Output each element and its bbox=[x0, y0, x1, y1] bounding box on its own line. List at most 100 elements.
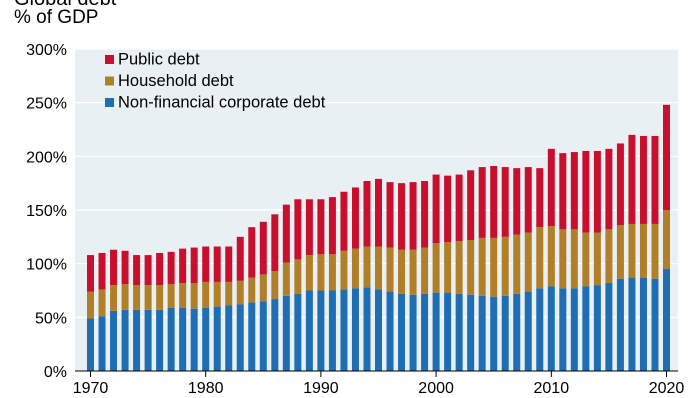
bar-segment-public bbox=[582, 150, 590, 233]
bar-segment-public bbox=[536, 168, 544, 228]
bar-segment-corporate bbox=[639, 277, 647, 371]
bar-segment-household bbox=[605, 229, 613, 283]
bar-segment-corporate bbox=[328, 290, 336, 371]
bar-segment-public bbox=[398, 183, 406, 250]
bar-segment-household bbox=[570, 229, 578, 289]
bar-segment-household bbox=[144, 285, 152, 310]
bar-segment-public bbox=[616, 143, 624, 226]
bar-segment-household bbox=[467, 240, 475, 295]
bar-segment-household bbox=[582, 232, 590, 287]
bar-segment-household bbox=[271, 271, 279, 300]
bar-segment-public bbox=[478, 167, 486, 238]
bar-segment-corporate bbox=[317, 290, 325, 371]
bar-segment-public bbox=[639, 135, 647, 224]
bar-segment-household bbox=[190, 282, 198, 309]
bar-segment-public bbox=[167, 251, 175, 285]
bar-segment-household bbox=[110, 285, 118, 311]
bar-segment-public bbox=[110, 249, 118, 286]
bar-segment-household bbox=[421, 247, 429, 294]
bar-segment-corporate bbox=[628, 277, 636, 371]
bar-segment-public bbox=[259, 221, 267, 275]
x-tick-label: 2000 bbox=[418, 380, 454, 397]
bar-segment-corporate bbox=[110, 310, 118, 371]
legend-label-corporate: Non-financial corporate debt bbox=[118, 94, 326, 112]
y-tick-label: 50% bbox=[35, 310, 67, 327]
legend-swatch-public bbox=[105, 55, 114, 64]
bar-segment-corporate bbox=[570, 288, 578, 371]
legend-swatch-household bbox=[105, 76, 114, 86]
bar-segment-corporate bbox=[409, 294, 417, 371]
bar-segment-public bbox=[179, 248, 187, 283]
x-tick-label: 1970 bbox=[73, 380, 109, 397]
bar-segment-household bbox=[536, 227, 544, 289]
bar-segment-corporate bbox=[98, 316, 106, 371]
bar-segment-household bbox=[375, 246, 382, 290]
bar-segment-household bbox=[340, 250, 348, 290]
y-tick-label: 300% bbox=[26, 42, 67, 59]
bar-segment-household bbox=[87, 291, 94, 319]
bar-segment-public bbox=[467, 170, 475, 241]
bar-segment-corporate bbox=[363, 287, 371, 371]
bar-segment-household bbox=[444, 242, 452, 293]
y-tick-label: 0% bbox=[44, 364, 67, 381]
bar-segment-public bbox=[133, 255, 141, 286]
bar-segment-household bbox=[328, 254, 336, 291]
legend-label-household: Household debt bbox=[118, 72, 234, 90]
bar-segment-corporate bbox=[121, 309, 129, 371]
bar-segment-corporate bbox=[663, 269, 670, 371]
bar-segment-corporate bbox=[444, 292, 452, 371]
bar-segment-corporate bbox=[432, 292, 440, 371]
bar-segment-corporate bbox=[179, 307, 187, 371]
bar-segment-corporate bbox=[651, 278, 659, 371]
bar-segment-corporate bbox=[582, 286, 590, 371]
bar-segment-public bbox=[628, 134, 636, 224]
bar-segment-corporate bbox=[282, 295, 290, 371]
bar-segment-corporate bbox=[305, 290, 313, 371]
bar-segment-public bbox=[432, 174, 440, 244]
bar-segment-public bbox=[409, 182, 417, 250]
bar-segment-public bbox=[605, 148, 613, 230]
bar-segment-household bbox=[317, 254, 325, 291]
bar-series bbox=[87, 104, 670, 371]
bar-segment-corporate bbox=[386, 291, 394, 371]
y-tick-label: 250% bbox=[26, 96, 67, 113]
bar-segment-public bbox=[501, 167, 509, 237]
y-tick-label: 100% bbox=[26, 257, 67, 274]
bar-segment-household bbox=[639, 223, 647, 278]
legend-label-public: Public debt bbox=[118, 51, 200, 69]
bar-segment-public bbox=[87, 255, 94, 292]
bar-segment-household bbox=[248, 277, 256, 303]
bar-segment-household bbox=[259, 274, 267, 302]
bar-segment-household bbox=[282, 262, 290, 296]
bar-segment-public bbox=[305, 199, 313, 256]
bar-segment-household bbox=[409, 249, 417, 295]
bar-segment-household bbox=[156, 285, 164, 310]
bar-segment-corporate bbox=[271, 299, 279, 371]
bar-segment-public bbox=[248, 227, 256, 278]
bar-segment-corporate bbox=[490, 296, 498, 371]
bar-segment-household bbox=[432, 243, 440, 293]
bar-segment-corporate bbox=[536, 288, 544, 371]
bar-segment-corporate bbox=[259, 301, 267, 371]
bar-segment-public bbox=[663, 104, 670, 210]
bar-segment-public bbox=[570, 152, 578, 230]
bar-segment-household bbox=[663, 210, 670, 270]
legend: Public debt Household debt Non-financial c… bbox=[105, 51, 326, 112]
bar-segment-corporate bbox=[190, 308, 198, 371]
bar-segment-corporate bbox=[375, 289, 382, 371]
bar-segment-public bbox=[202, 246, 210, 282]
bar-segment-public bbox=[340, 191, 348, 251]
bar-segment-corporate bbox=[294, 293, 302, 371]
bar-segment-household bbox=[294, 259, 302, 294]
bar-segment-corporate bbox=[501, 295, 509, 371]
bar-segment-corporate bbox=[167, 307, 175, 371]
bar-segment-household bbox=[225, 281, 233, 306]
bar-segment-public bbox=[559, 153, 567, 230]
bar-segment-household bbox=[121, 284, 129, 310]
bar-segment-household bbox=[386, 247, 394, 292]
y-axis-unit-label: % of GDP bbox=[14, 7, 99, 28]
bar-segment-public bbox=[363, 181, 371, 247]
bar-segment-household bbox=[305, 255, 313, 291]
bar-segment-public bbox=[651, 135, 659, 224]
